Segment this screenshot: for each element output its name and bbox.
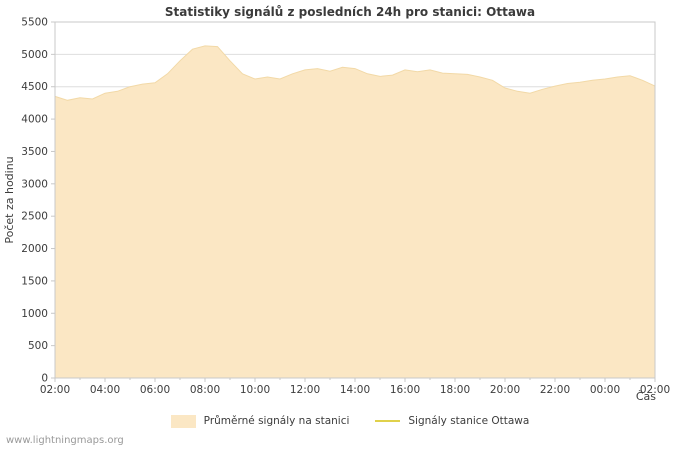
legend-label-average-signals: Průměrné signály na stanici [203,415,350,427]
x-tick-label: 06:00 [140,384,170,396]
y-tick-label: 2500 [21,211,48,223]
y-tick-label: 1000 [21,308,48,320]
chart-title: Statistiky signálů z posledních 24h pro … [164,5,536,19]
x-tick-label: 02:00 [640,384,670,396]
y-tick-label: 4500 [21,81,48,93]
y-tick-label: 4000 [21,114,48,126]
y-tick-label: 500 [28,340,48,352]
x-tick-label: 14:00 [340,384,370,396]
x-tick-label: 04:00 [90,384,120,396]
y-tick-label: 2000 [21,243,48,255]
y-tick-label: 0 [41,373,48,385]
x-tick-label: 02:00 [40,384,70,396]
plot-border [54,21,656,379]
x-tick-label: 08:00 [190,384,220,396]
watermark-link: www.lightningmaps.org [6,435,124,446]
x-tick-label: 10:00 [240,384,270,396]
x-tick-label: 20:00 [490,384,520,396]
y-tick-label: 3500 [21,146,48,158]
x-tick-label: 12:00 [290,384,320,396]
x-tick-label: 22:00 [540,384,570,396]
y-tick-label: 5000 [21,49,48,61]
y-tick-label: 3000 [21,178,48,190]
legend-label-station-signals: Signály stanice Ottawa [408,415,530,427]
x-axis-title: Čas [636,390,656,403]
legend-area-swatch [170,414,196,428]
area-series [55,45,655,379]
x-tick-label: 16:00 [390,384,420,396]
signal-area-chart: Počet za hodinu Čas 0 500 1000 1500 2000 2500… [3,17,670,404]
area-series-edge [54,45,656,101]
x-tick-label: 00:00 [590,384,620,396]
y-axis-title: Počet za hodinu [3,156,16,243]
y-tick-label: 5500 [21,17,48,29]
legend-line-swatch [375,420,401,422]
x-tick-label: 18:00 [440,384,470,396]
y-tick-label: 1500 [21,275,48,287]
chart-legend: Průměrné signály na stanici Signály stan… [0,413,700,429]
